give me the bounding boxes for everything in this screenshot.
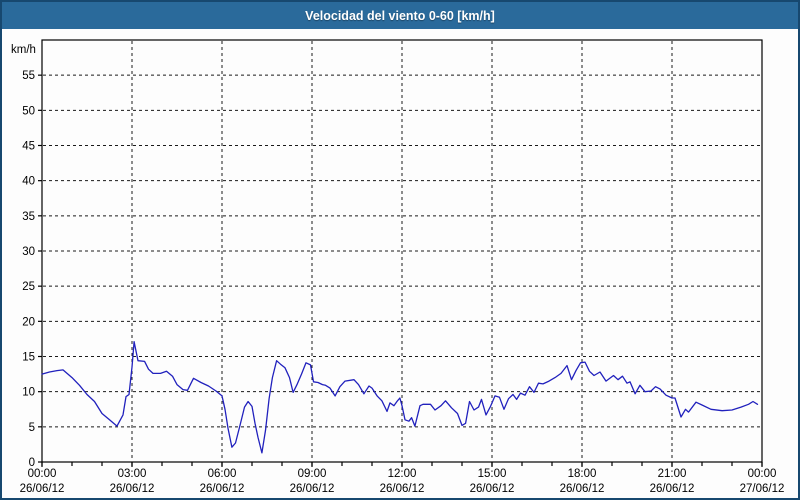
x-tick-date-label: 26/06/12 (110, 483, 155, 495)
x-tick-date-label: 26/06/12 (470, 483, 515, 495)
y-axis-unit-label: km/h (11, 44, 36, 56)
y-tick-label: 10 (22, 387, 35, 399)
x-tick-time-label: 18:00 (568, 468, 597, 480)
y-tick-label: 30 (22, 246, 35, 258)
y-tick-label: 5 (29, 422, 35, 434)
x-tick-time-label: 06:00 (208, 468, 237, 480)
x-tick-time-label: 15:00 (478, 468, 507, 480)
x-tick-time-label: 00:00 (748, 468, 777, 480)
chart-title: Velocidad del viento 0-60 [km/h] (305, 8, 495, 23)
x-tick-date-label: 26/06/12 (650, 483, 695, 495)
y-tick-label: 25 (22, 281, 35, 293)
y-tick-label: 40 (22, 176, 35, 188)
x-tick-date-label: 27/06/12 (740, 483, 785, 495)
y-tick-label: 50 (22, 105, 35, 117)
chart-area: 0 5 10 15 20 25 30 35 40 45 50 55 km/h 00:00 26/06/12 0… (2, 29, 798, 498)
x-tick-date-label: 26/06/12 (200, 483, 245, 495)
x-tick-date-label: 26/06/12 (290, 483, 335, 495)
wind-speed-line (41, 341, 759, 454)
wind-speed-chart: 0 5 10 15 20 25 30 35 40 45 50 55 km/h 00:00 26/06/12 0… (11, 39, 785, 495)
y-tick-label: 0 (29, 457, 35, 469)
x-tick-date-label: 26/06/12 (380, 483, 425, 495)
title-bar: Velocidad del viento 0-60 [km/h] (2, 2, 798, 29)
y-tick-label: 20 (22, 316, 35, 328)
x-tick-date-label: 26/06/12 (560, 483, 605, 495)
x-tick-time-label: 00:00 (28, 468, 57, 480)
x-tick-time-label: 03:00 (118, 468, 147, 480)
x-tick-time-label: 12:00 (388, 468, 417, 480)
x-tick-time-label: 21:00 (658, 468, 687, 480)
y-tick-label: 45 (22, 141, 35, 153)
x-tick-time-label: 09:00 (298, 468, 327, 480)
y-tick-label: 35 (22, 211, 35, 223)
x-tick-date-label: 26/06/12 (20, 483, 65, 495)
y-tick-label: 55 (22, 70, 35, 82)
y-tick-label: 15 (22, 352, 35, 364)
